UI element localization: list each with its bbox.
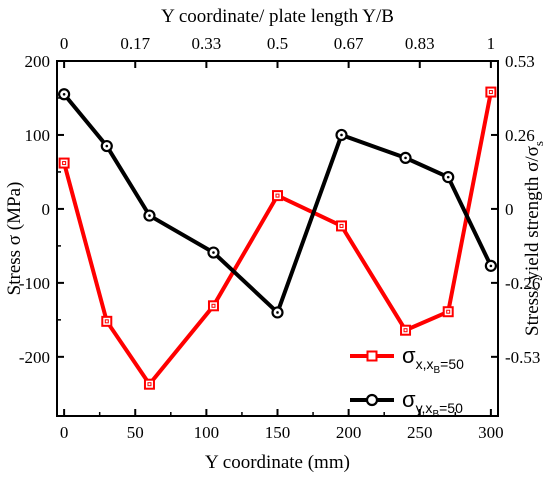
top-x-tick-label: 0.5 bbox=[267, 34, 288, 53]
x-tick-label: 250 bbox=[407, 423, 433, 442]
right-y-axis-title-subscript: s bbox=[531, 141, 546, 146]
axis-titles: Y coordinate (mm) Y coordinate/ plate le… bbox=[4, 6, 546, 473]
legend-label-main: σ bbox=[402, 343, 416, 368]
right-y-tick-label: 0.26 bbox=[505, 126, 535, 145]
legend-item-1: σx,xB=50 bbox=[350, 343, 464, 376]
legend-item-2: σy,xB=50 bbox=[350, 387, 463, 420]
data-point bbox=[272, 190, 283, 202]
data-point-inner bbox=[148, 214, 151, 217]
data-point-inner bbox=[104, 319, 109, 324]
data-point bbox=[58, 157, 70, 169]
y-axis-title: Stress σ (MPa) bbox=[4, 182, 25, 296]
data-point-inner bbox=[212, 251, 215, 254]
x-tick-label: 200 bbox=[336, 423, 362, 442]
top-x-tick-label: 0 bbox=[60, 34, 69, 53]
data-point-inner bbox=[340, 133, 343, 137]
top-x-tick-label: 0.17 bbox=[120, 34, 150, 53]
right-y-tick-label: -0.53 bbox=[505, 348, 540, 367]
y-tick-label: -100 bbox=[19, 274, 50, 293]
legend-label: σy,xB=50 bbox=[402, 387, 463, 420]
axis-tick-labels: 0 50 100 150 200 250 300 0 0.17 0.33 0.5 0.67 0.83 1 2… bbox=[19, 34, 541, 442]
legend-label: σx,xB=50 bbox=[402, 343, 464, 376]
data-point-inner bbox=[446, 175, 450, 179]
data-point bbox=[101, 315, 113, 327]
top-x-tick-label: 0.67 bbox=[334, 34, 364, 53]
legend-label-main: σ bbox=[402, 387, 416, 412]
x-tick-label: 300 bbox=[478, 423, 504, 442]
data-point bbox=[143, 378, 155, 390]
data-point-inner bbox=[488, 90, 493, 95]
data-point bbox=[485, 86, 497, 98]
right-y-axis-title: Stress/ yield strength σ/σs bbox=[522, 141, 546, 336]
right-y-tick-label: 0 bbox=[505, 200, 514, 219]
series-line bbox=[62, 93, 493, 316]
top-x-tick-label: 0.33 bbox=[191, 34, 221, 53]
data-point-inner bbox=[211, 303, 216, 308]
x-axis-title: Y coordinate (mm) bbox=[205, 452, 350, 473]
legend-marker bbox=[365, 393, 379, 407]
data-point-inner bbox=[403, 328, 408, 333]
legend-label-tail: =50 bbox=[439, 400, 463, 416]
top-x-tick-label: 1 bbox=[487, 34, 496, 53]
x-tick-label: 50 bbox=[127, 423, 144, 442]
legend-label-subsub: B bbox=[433, 365, 440, 376]
data-point-inner bbox=[62, 161, 67, 166]
data-point bbox=[400, 324, 412, 336]
data-point-inner bbox=[339, 223, 344, 228]
top-x-axis-title: Y coordinate/ plate length Y/B bbox=[161, 6, 394, 27]
x-tick-label: 150 bbox=[265, 423, 291, 442]
y-tick-label: -200 bbox=[19, 348, 50, 367]
data-point-inner bbox=[404, 156, 407, 160]
data-point bbox=[442, 306, 454, 318]
data-point-inner bbox=[147, 382, 152, 387]
data-point-inner bbox=[62, 92, 66, 96]
legend-label-sub: y,x bbox=[416, 400, 433, 416]
series-2 bbox=[58, 88, 497, 319]
x-tick-label: 100 bbox=[194, 423, 220, 442]
legend-label-subsub: B bbox=[432, 409, 439, 420]
legend-marker bbox=[366, 350, 378, 362]
data-point bbox=[336, 220, 348, 232]
data-point-inner bbox=[446, 309, 451, 314]
data-point bbox=[207, 300, 219, 312]
y-tick-label: 0 bbox=[42, 200, 51, 219]
data-point-inner bbox=[105, 144, 109, 148]
top-x-tick-label: 0.83 bbox=[405, 34, 435, 53]
series-1 bbox=[58, 86, 497, 390]
y-tick-label: 200 bbox=[25, 52, 51, 71]
data-point-inner bbox=[275, 193, 280, 198]
data-point-inner bbox=[276, 311, 279, 314]
data-point-inner bbox=[489, 264, 493, 268]
axis-ticks bbox=[57, 60, 498, 416]
y-tick-label: 100 bbox=[25, 126, 51, 145]
legend-label-sub: x,x bbox=[416, 356, 434, 372]
series-line bbox=[62, 91, 493, 388]
legend-label-tail: =50 bbox=[440, 356, 464, 372]
x-tick-label: 0 bbox=[60, 423, 69, 442]
right-y-tick-label: 0.53 bbox=[505, 52, 535, 71]
right-y-axis-title-main: Stress/ yield strength σ/σ bbox=[522, 146, 543, 336]
series-layer bbox=[58, 86, 497, 390]
right-y-tick-label: -0.26 bbox=[505, 274, 540, 293]
